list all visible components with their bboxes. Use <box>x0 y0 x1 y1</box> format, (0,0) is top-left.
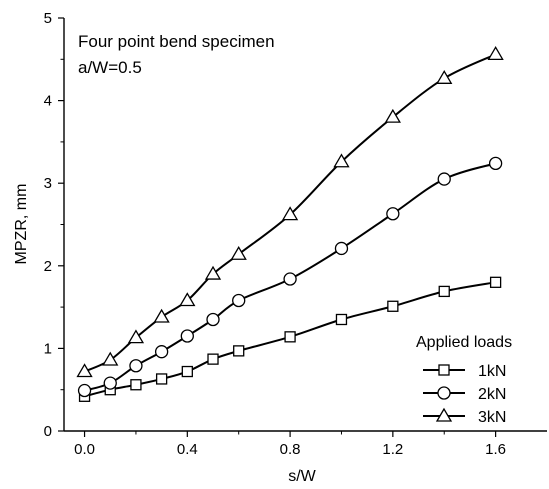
legend-label-1kN: 1kN <box>478 363 506 380</box>
point-3kN <box>384 108 401 123</box>
annotation-specimen: Four point bend specimen <box>78 32 275 51</box>
point-2kN <box>206 312 220 327</box>
y-tick-label: 2 <box>44 258 52 275</box>
point-1kN <box>438 285 450 298</box>
x-tick-label: 1.2 <box>382 441 403 458</box>
point-3kN <box>127 329 145 344</box>
point-1kN <box>207 353 219 365</box>
x-axis-title: s/W <box>288 468 316 485</box>
x-tick-label: 0.4 <box>177 441 198 458</box>
plot-area: 0.0 0.4 0.8 1.2 1.6 0 1 2 3 4 5 <box>44 10 547 458</box>
point-3kN <box>487 46 504 60</box>
x-tick-label: 0.8 <box>280 441 301 458</box>
y-tick-label: 4 <box>44 93 52 110</box>
point-1kN <box>233 345 245 357</box>
point-3kN <box>76 363 93 378</box>
y-tick-label: 5 <box>44 10 52 27</box>
legend-label-3kN: 3kN <box>478 409 506 426</box>
point-3kN <box>281 206 299 221</box>
legend-title: Applied loads <box>416 334 512 351</box>
point-3kN <box>153 308 170 323</box>
point-2kN <box>154 345 169 359</box>
legend-marker-3kN <box>435 407 453 422</box>
point-1kN <box>181 365 193 378</box>
point-3kN <box>333 153 350 168</box>
point-3kN <box>102 351 119 366</box>
point-2kN <box>77 383 92 398</box>
y-tick-label: 1 <box>44 340 52 357</box>
point-2kN <box>283 272 297 286</box>
point-2kN <box>180 329 194 343</box>
point-1kN <box>387 300 399 312</box>
point-1kN <box>335 313 348 326</box>
x-tick-label: 1.6 <box>485 441 506 458</box>
point-3kN <box>230 245 247 260</box>
point-2kN <box>386 207 400 221</box>
x-tick-label: 0.0 <box>74 441 95 458</box>
point-1kN <box>155 373 168 385</box>
point-2kN <box>129 359 143 373</box>
y-tick-label: 0 <box>44 423 52 440</box>
point-3kN <box>436 70 453 84</box>
annotation-group: Four point bend specimen a/W=0.5 <box>78 32 275 77</box>
y-axis-title: MPZR, mm <box>13 184 30 265</box>
point-2kN <box>334 241 349 256</box>
point-3kN <box>179 292 196 307</box>
point-1kN <box>284 331 296 343</box>
y-tick-label: 3 <box>44 175 52 192</box>
point-1kN <box>130 379 142 391</box>
point-3kN <box>204 265 222 280</box>
point-2kN <box>437 172 451 186</box>
point-1kN <box>489 276 502 288</box>
point-2kN <box>232 293 246 308</box>
point-2kN <box>488 156 503 171</box>
point-2kN <box>103 376 117 390</box>
legend-marker-1kN <box>438 364 450 376</box>
legend: Applied loads 1kN 2kN 3kN <box>416 334 512 426</box>
legend-marker-2kN <box>437 386 451 400</box>
legend-label-2kN: 2kN <box>478 386 506 403</box>
annotation-aw-ratio: a/W=0.5 <box>78 58 142 77</box>
